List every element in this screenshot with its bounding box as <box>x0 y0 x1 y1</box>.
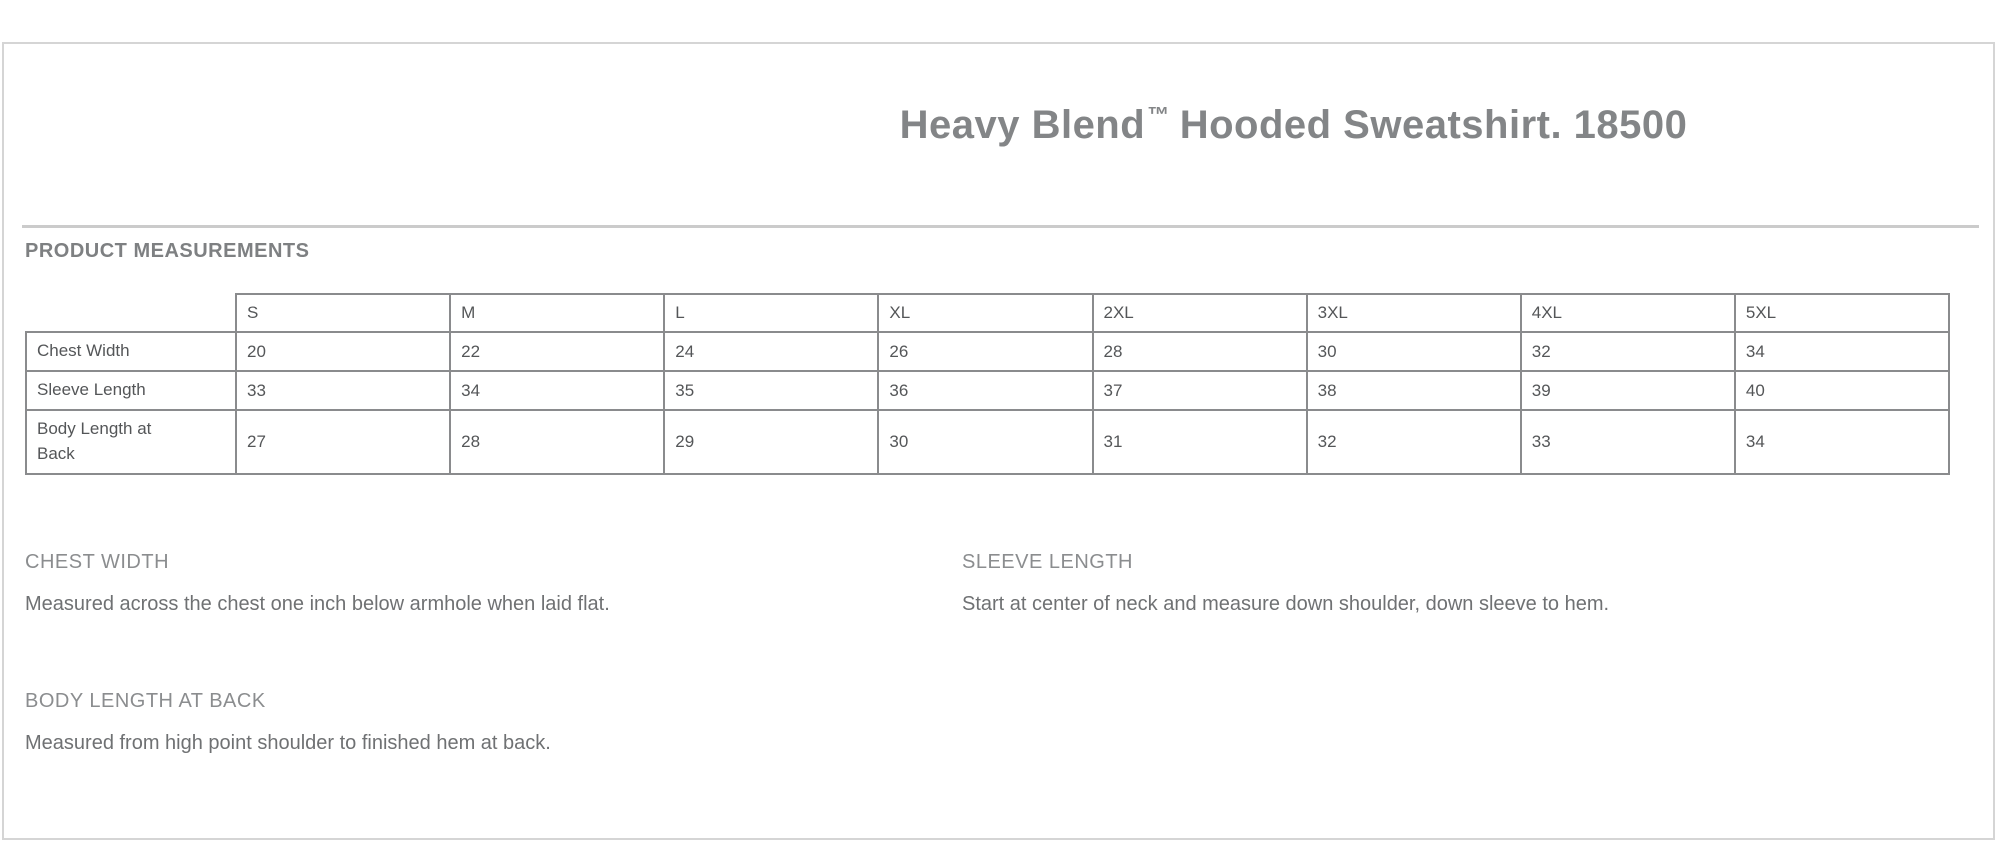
definition-heading: CHEST WIDTH <box>25 551 170 573</box>
row-label-text: Body Length at Back <box>37 419 152 463</box>
measurement-cell: 29 <box>663 409 880 475</box>
size-header-5xl: 5XL <box>1733 293 1951 333</box>
page-title: Heavy Blend™ Hooded Sweatshirt. 18500 <box>899 101 1688 148</box>
measurement-cell: 26 <box>877 331 1094 372</box>
measurement-cell: 34 <box>1733 409 1951 475</box>
measurement-cell: 38 <box>1305 370 1522 411</box>
table-corner-cell <box>26 294 236 332</box>
measurement-cell: 30 <box>877 409 1094 475</box>
measurement-cell: 31 <box>1091 409 1308 475</box>
size-header-l: L <box>663 293 880 333</box>
measurement-cell: 28 <box>1091 331 1308 372</box>
measurement-cell: 39 <box>1519 370 1736 411</box>
measurement-cell: 34 <box>1733 331 1951 372</box>
page-title-rest: Hooded Sweatshirt. 18500 <box>1179 102 1688 147</box>
size-header-2xl: 2XL <box>1091 293 1308 333</box>
page-title-main: Heavy Blend <box>899 102 1146 147</box>
measurements-table: S M L XL 2XL 3XL 4XL 5XL Chest Width 20 22 24 26 28 30… <box>25 293 1951 475</box>
measurement-cell: 33 <box>234 370 452 411</box>
size-header-s: S <box>234 293 452 333</box>
measurement-cell: 20 <box>234 331 452 372</box>
measurement-cell: 35 <box>663 370 880 411</box>
table-row: Sleeve Length 33 34 35 36 37 38 39 40 <box>25 370 1951 411</box>
definition-text: Measured across the chest one inch below… <box>25 593 610 615</box>
row-label: Body Length at Back <box>25 409 237 475</box>
measurement-cell: 24 <box>663 331 880 372</box>
section-heading: PRODUCT MEASUREMENTS <box>25 240 310 262</box>
definition-heading: SLEEVE LENGTH <box>962 551 1134 573</box>
measurement-cell: 36 <box>877 370 1094 411</box>
size-header-3xl: 3XL <box>1305 293 1522 333</box>
size-header-m: M <box>449 293 666 333</box>
measurement-cell: 33 <box>1519 409 1736 475</box>
row-label-text: Sleeve Length <box>37 380 146 400</box>
measurement-cell: 27 <box>234 409 452 475</box>
measurement-cell: 22 <box>449 331 666 372</box>
row-label: Sleeve Length <box>25 370 237 411</box>
definition-block: BODY LENGTH AT BACK Measured from high po… <box>25 690 945 755</box>
row-label: Chest Width <box>25 331 237 372</box>
definition-block: SLEEVE LENGTH Start at center of neck and… <box>962 551 1882 616</box>
definition-block: CHEST WIDTH Measured across the chest one… <box>25 551 945 616</box>
table-row: Body Length at Back 27 28 29 30 31 32 33 34 <box>25 409 1951 475</box>
definition-text: Measured from high point shoulder to fin… <box>25 732 551 754</box>
row-label-text: Chest Width <box>37 341 130 361</box>
table-row: Chest Width 20 22 24 26 28 30 32 34 <box>25 331 1951 372</box>
measurement-cell: 30 <box>1305 331 1522 372</box>
size-header-row: S M L XL 2XL 3XL 4XL 5XL <box>26 293 1951 333</box>
measurement-cell: 32 <box>1305 409 1522 475</box>
measurement-cell: 37 <box>1091 370 1308 411</box>
definition-text: Start at center of neck and measure down… <box>962 593 1610 615</box>
measurement-cell: 40 <box>1733 370 1951 411</box>
measurement-cell: 28 <box>449 409 666 475</box>
definition-heading: BODY LENGTH AT BACK <box>25 690 266 712</box>
size-header-4xl: 4XL <box>1519 293 1736 333</box>
trademark-symbol: ™ <box>1147 101 1170 127</box>
document-page: Heavy Blend™ Hooded Sweatshirt. 18500 PRO… <box>2 42 1995 840</box>
title-row: Heavy Blend™ Hooded Sweatshirt. 18500 <box>604 76 1983 175</box>
measurement-cell: 32 <box>1519 331 1736 372</box>
measurement-cell: 34 <box>449 370 666 411</box>
size-header-xl: XL <box>877 293 1094 333</box>
horizontal-divider <box>22 225 1979 228</box>
measurements-table-wrap: S M L XL 2XL 3XL 4XL 5XL Chest Width 20 22 24 26 28 30… <box>25 293 1951 475</box>
